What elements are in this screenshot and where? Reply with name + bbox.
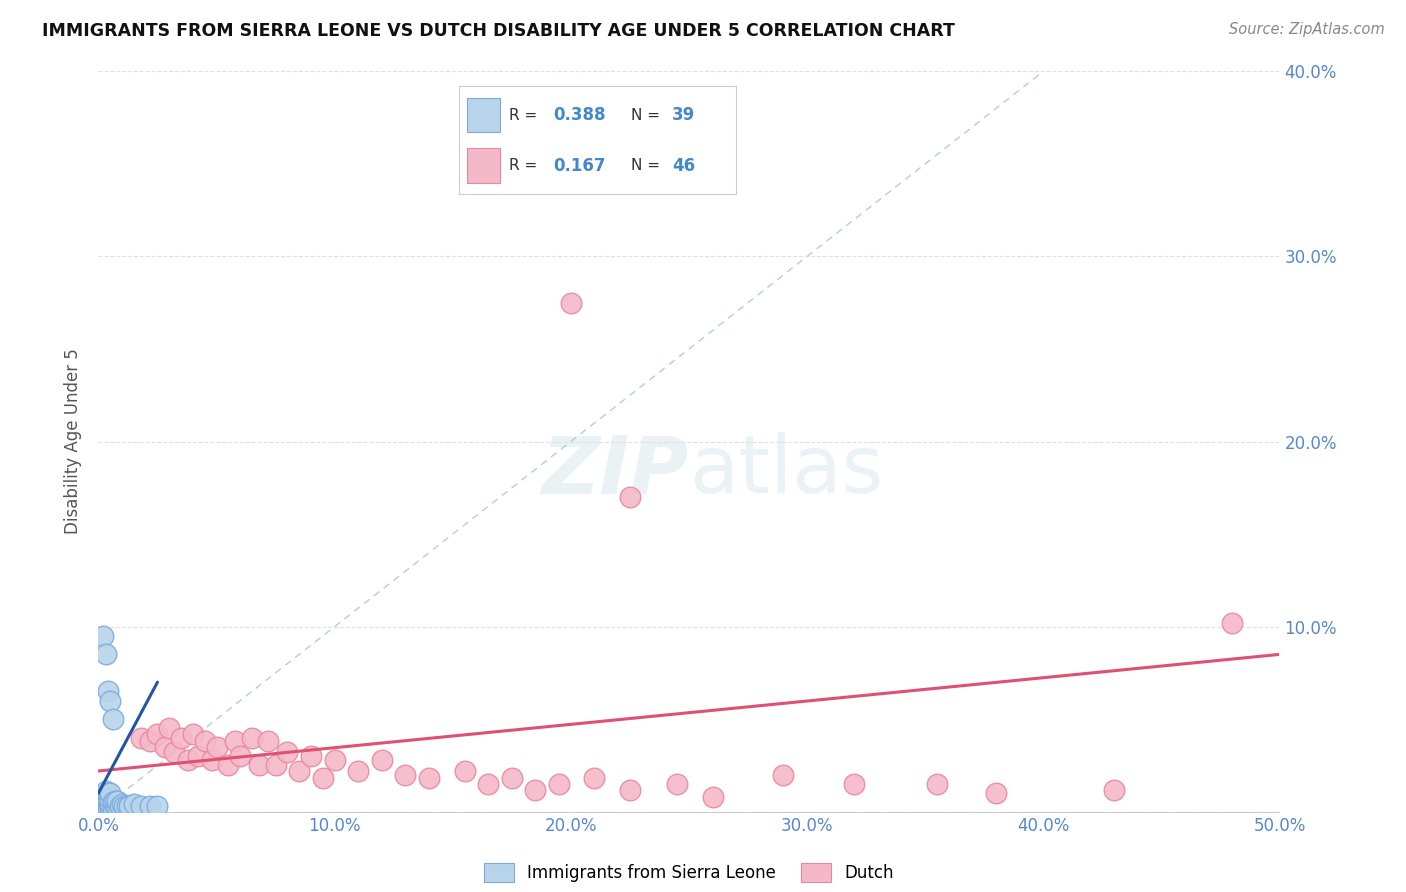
Point [98, 797, 121, 812]
Point [925, 777, 948, 791]
Point [560, 295, 582, 310]
Point [97, 786, 120, 800]
Point [91, 788, 114, 802]
Point [418, 772, 440, 786]
Point [224, 734, 246, 748]
Point [108, 799, 131, 814]
Point [347, 764, 370, 778]
Point [115, 799, 138, 814]
Point [91, 801, 114, 815]
Point [217, 758, 239, 772]
Point [90, 797, 112, 812]
Point [97, 796, 120, 810]
Point [118, 799, 141, 814]
Point [844, 777, 866, 791]
Point [984, 786, 1007, 800]
Point [90, 791, 112, 805]
Point [194, 734, 217, 748]
Point [146, 727, 169, 741]
Text: IMMIGRANTS FROM SIERRA LEONE VS DUTCH DISABILITY AGE UNDER 5 CORRELATION CHART: IMMIGRANTS FROM SIERRA LEONE VS DUTCH DI… [42, 22, 955, 40]
Point [323, 753, 346, 767]
Point [619, 490, 641, 504]
Point [276, 746, 298, 760]
Point [170, 731, 193, 745]
Text: atlas: atlas [689, 432, 883, 510]
Text: ZIP: ZIP [541, 432, 689, 510]
Point [101, 796, 124, 810]
Point [548, 777, 571, 791]
Point [91, 629, 114, 643]
Point [163, 746, 186, 760]
Legend: Immigrants from Sierra Leone, Dutch: Immigrants from Sierra Leone, Dutch [477, 856, 901, 888]
Point [205, 739, 228, 754]
Point [139, 799, 162, 814]
Point [157, 722, 180, 736]
Point [1220, 615, 1243, 630]
Y-axis label: Disability Age Under 5: Disability Age Under 5 [65, 349, 83, 534]
Point [240, 731, 263, 745]
Point [247, 758, 270, 772]
Point [229, 749, 252, 764]
Point [177, 753, 200, 767]
Point [98, 786, 121, 800]
Point [146, 799, 169, 814]
Point [94, 796, 117, 810]
Point [501, 772, 523, 786]
Point [772, 767, 794, 781]
Point [153, 739, 176, 754]
Point [129, 731, 152, 745]
Point [619, 782, 641, 797]
Point [583, 772, 606, 786]
Point [453, 764, 475, 778]
Point [111, 797, 134, 812]
Point [94, 648, 117, 662]
Point [94, 801, 117, 815]
Point [94, 789, 117, 804]
Point [201, 753, 224, 767]
Point [139, 734, 162, 748]
Point [97, 684, 120, 698]
Point [288, 764, 311, 778]
Point [94, 784, 117, 798]
Point [666, 777, 689, 791]
Point [394, 767, 416, 781]
Point [181, 727, 204, 741]
Point [101, 712, 124, 726]
Point [112, 799, 135, 814]
Point [122, 797, 145, 812]
Point [97, 801, 120, 815]
Point [97, 791, 120, 805]
Point [98, 801, 121, 815]
Point [105, 794, 128, 808]
Point [104, 799, 127, 814]
Point [129, 799, 152, 814]
Point [187, 749, 209, 764]
Point [371, 753, 394, 767]
Text: Source: ZipAtlas.com: Source: ZipAtlas.com [1229, 22, 1385, 37]
Point [524, 782, 547, 797]
Point [91, 794, 114, 808]
Point [257, 734, 280, 748]
Point [101, 801, 124, 815]
Point [702, 789, 724, 804]
Point [98, 694, 121, 708]
Point [91, 797, 114, 812]
Point [312, 772, 335, 786]
Point [90, 801, 112, 815]
Point [264, 758, 287, 772]
Point [477, 777, 499, 791]
Point [105, 799, 128, 814]
Point [299, 749, 322, 764]
Point [104, 794, 127, 808]
Point [1102, 782, 1125, 797]
Point [98, 791, 121, 805]
